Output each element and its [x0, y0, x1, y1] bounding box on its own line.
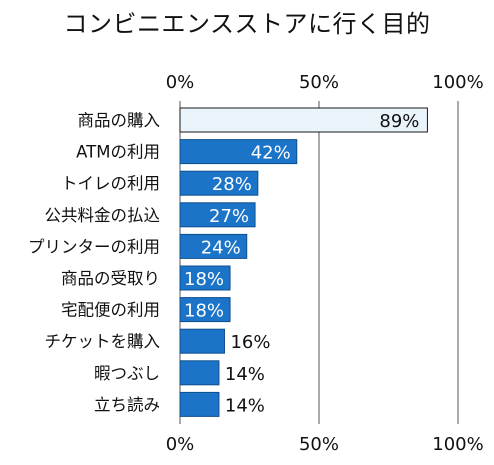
bar-7: [179, 328, 225, 354]
tick-label-bottom-2: 100%: [432, 434, 483, 455]
category-label-0: 商品の購入: [78, 111, 161, 130]
value-label-9: 14%: [225, 395, 265, 416]
bars: [179, 107, 428, 417]
category-label-1: ATMの利用: [76, 143, 160, 162]
value-label-8: 14%: [225, 364, 265, 385]
category-label-5: 商品の受取り: [61, 269, 160, 288]
value-label-5: 18%: [184, 269, 224, 290]
bar-6: [179, 297, 231, 323]
value-label-1: 42%: [251, 143, 291, 164]
chart-title: コンビニエンスストアに行く目的: [63, 10, 431, 38]
tick-labels: 0% 0% 50% 50% 100% 100%: [166, 72, 484, 455]
bar-0: [179, 107, 428, 133]
category-label-8: 暇つぶし: [94, 364, 160, 383]
value-label-0: 89%: [379, 111, 419, 132]
value-label-7: 16%: [230, 332, 270, 353]
tick-label-top-1: 50%: [299, 72, 339, 93]
bar-8: [179, 360, 220, 386]
value-labels: 89% 42% 28% 27% 24% 18% 18% 16% 14% 14%: [184, 111, 419, 416]
value-label-3: 27%: [209, 206, 249, 227]
category-label-9: 立ち読み: [94, 395, 160, 414]
tick-label-bottom-1: 50%: [299, 434, 339, 455]
value-label-6: 18%: [184, 301, 224, 322]
category-label-6: 宅配便の利用: [61, 301, 160, 320]
category-labels: 商品の購入 ATMの利用トイレの利用公共料金の払込プリンターの利用商品の受取り宅配…: [28, 111, 160, 414]
bar-9: [179, 391, 220, 417]
bar-1: [179, 139, 298, 165]
bar-3: [179, 202, 256, 228]
category-label-2: トイレの利用: [61, 174, 160, 193]
tick-label-top-0: 0%: [166, 72, 195, 93]
bar-5: [179, 265, 231, 291]
tick-label-top-2: 100%: [432, 72, 483, 93]
value-label-4: 24%: [201, 237, 241, 258]
tick-label-bottom-0: 0%: [166, 434, 195, 455]
value-label-2: 28%: [212, 174, 252, 195]
category-label-4: プリンターの利用: [28, 237, 160, 256]
bar-4: [179, 233, 248, 259]
bar-2: [179, 170, 259, 196]
category-label-3: 公共料金の払込: [45, 206, 161, 225]
category-label-7: チケットを購入: [45, 332, 161, 351]
